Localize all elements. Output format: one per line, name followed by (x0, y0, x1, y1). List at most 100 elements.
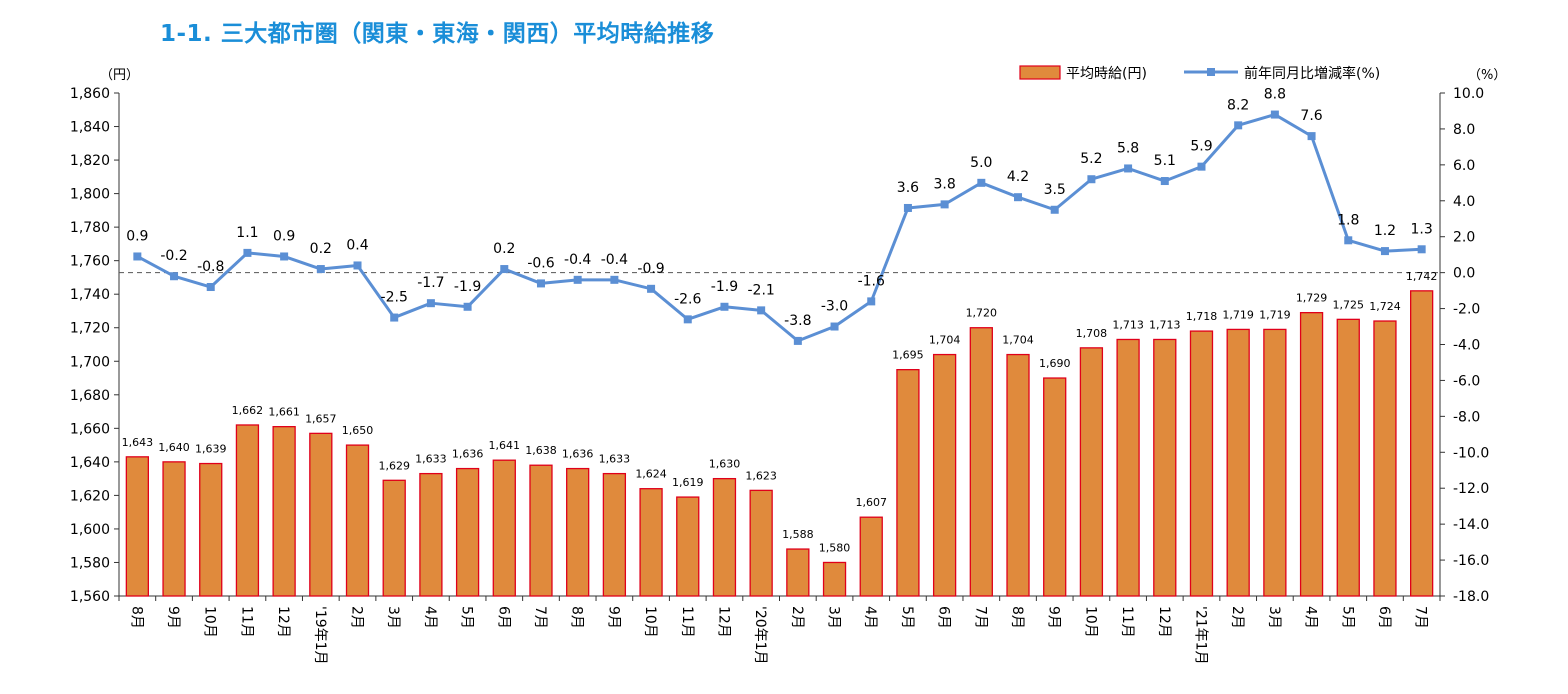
bar-data-label: 1,718 (1186, 310, 1218, 323)
line-point (536, 279, 545, 288)
right-tick-label: -2.0 (1453, 302, 1480, 318)
bar-data-label: 1,742 (1406, 270, 1438, 283)
left-tick-label: 1,700 (70, 354, 110, 370)
x-category-label: 12月 (1156, 606, 1172, 638)
line-data-label: -1.7 (417, 275, 444, 291)
bar (786, 548, 810, 597)
x-category-label: '20年1月 (752, 606, 768, 665)
line-data-label: 3.8 (933, 176, 955, 192)
x-category-label: 4月 (1303, 606, 1319, 629)
line-point (830, 322, 839, 331)
bar-data-label: 1,639 (195, 443, 227, 456)
bar-data-label: 1,636 (452, 448, 484, 461)
bar (529, 464, 553, 597)
line-point (573, 275, 582, 284)
bar-data-label: 1,708 (1076, 327, 1108, 340)
bar (1410, 290, 1434, 597)
bar (125, 456, 149, 597)
line-point (316, 265, 325, 274)
bar (1263, 328, 1287, 597)
x-category-label: 9月 (1046, 606, 1062, 629)
x-category-label: 11月 (238, 606, 254, 638)
left-tick-label: 1,680 (70, 388, 110, 404)
bar (639, 488, 663, 597)
bar-data-label: 1,650 (342, 424, 374, 437)
x-category-label: 8月 (128, 606, 144, 629)
bar (896, 368, 920, 597)
x-category-label: 10月 (1082, 606, 1098, 638)
right-tick-label: 6.0 (1453, 158, 1475, 174)
bar (1043, 377, 1067, 597)
x-category-label: 12月 (715, 606, 731, 638)
line-point (1124, 164, 1133, 173)
bar (859, 516, 883, 597)
bar (676, 496, 700, 597)
line-point (1270, 110, 1279, 119)
x-axis-labels: 8月 9月 10月 11月 12月 '19年1月 2月 3月 4月 5月 6月 7月 8月 9月 10月 11… (128, 606, 1428, 665)
x-category-label: 6月 (1376, 606, 1392, 629)
x-category-label: 9月 (605, 606, 621, 629)
bar (1006, 353, 1030, 597)
x-category-label: 12月 (275, 606, 291, 638)
right-tick-label: -6.0 (1453, 373, 1480, 389)
line-data-label: -2.1 (747, 282, 774, 298)
line-point (170, 272, 179, 281)
bar-data-label: 1,641 (489, 439, 521, 452)
legend-item-bar: 平均時給(円) (1019, 65, 1147, 82)
bar-data-label: 1,638 (525, 444, 557, 457)
left-tick-label: 1,760 (70, 254, 110, 270)
line-data-label: 1.8 (1337, 212, 1359, 228)
right-tick-label: -16.0 (1453, 553, 1489, 569)
x-category-label: 3月 (826, 606, 842, 629)
bar (492, 459, 516, 597)
line-data-label: 1.2 (1374, 223, 1396, 239)
bar-data-label: 1,695 (892, 349, 924, 362)
left-tick-label: 1,740 (70, 287, 110, 303)
left-tick-label: 1,820 (70, 153, 110, 169)
bar-data-label: 1,633 (599, 453, 631, 466)
bar (566, 467, 590, 597)
line-point (940, 200, 949, 209)
line-data-label: -0.4 (601, 252, 628, 268)
x-category-label: 7月 (532, 606, 548, 629)
left-tick-label: 1,620 (70, 488, 110, 504)
bar-data-label: 1,719 (1222, 308, 1254, 321)
line-point (1234, 121, 1243, 130)
legend-bar-swatch (1019, 65, 1061, 80)
line-point (426, 299, 435, 308)
x-category-label: '19年1月 (312, 606, 328, 665)
line-data-label: 3.5 (1044, 182, 1066, 198)
line-data-label: 8.2 (1227, 97, 1249, 113)
line-point (977, 178, 986, 187)
line-data-label: -0.6 (527, 255, 554, 271)
bar (1079, 347, 1104, 597)
legend-item-line: 前年同月比増減率(%) (1184, 65, 1380, 82)
line-point (903, 203, 912, 212)
legend-bar-label: 平均時給(円) (1066, 66, 1147, 82)
x-category-label: '21年1月 (1192, 606, 1208, 665)
line-point (1380, 247, 1389, 256)
x-category-label: 9月 (165, 606, 181, 629)
axes: 1,560 1,580 1,600 1,620 1,640 1,660 1,680 1,700… (70, 86, 1489, 605)
bar (162, 461, 186, 597)
x-category-label: 10月 (642, 606, 658, 638)
line-point (757, 306, 766, 315)
line-data-label: -0.8 (197, 259, 224, 275)
line-path (136, 113, 1422, 343)
x-category-label: 5月 (899, 606, 915, 629)
left-tick-label: 1,860 (70, 86, 110, 102)
bar (749, 489, 773, 597)
line-data-label: -2.6 (674, 291, 701, 307)
right-tick-label: 4.0 (1453, 194, 1475, 210)
line-data-label: -1.9 (711, 279, 738, 295)
bar-data-label: 1,690 (1039, 357, 1071, 370)
x-category-label: 11月 (1119, 606, 1135, 638)
x-category-label: 2月 (789, 606, 805, 629)
bar (1189, 330, 1214, 597)
line-series (133, 110, 1426, 345)
bar (272, 426, 296, 597)
right-tick-label: -8.0 (1453, 409, 1480, 425)
x-category-label: 4月 (422, 606, 438, 629)
right-tick-label: 0.0 (1453, 266, 1475, 282)
